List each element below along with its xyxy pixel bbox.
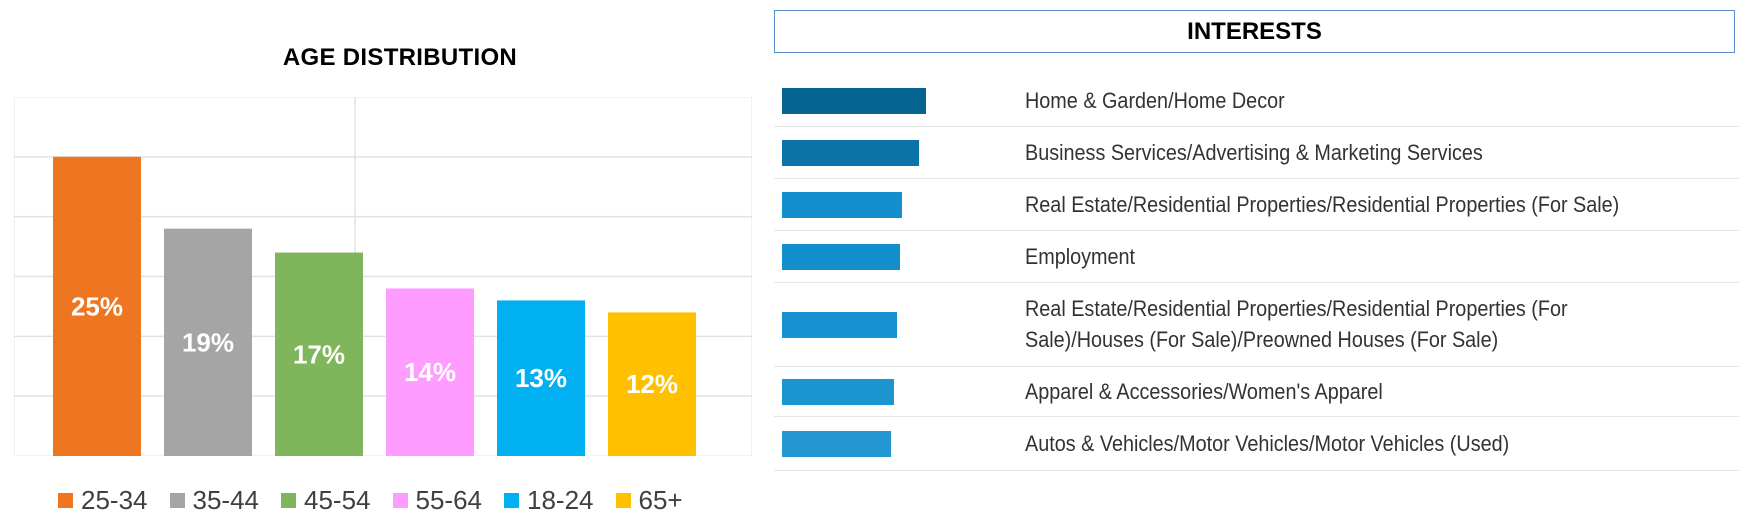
- age-chart-title: AGE DISTRIBUTION: [282, 44, 518, 71]
- legend-swatch: [169, 492, 185, 508]
- interest-row: Employment: [774, 230, 1739, 282]
- interest-label: Real Estate/Residential Properties/Resid…: [1025, 296, 1568, 352]
- row-divider: [774, 282, 1739, 283]
- interest-bar: [782, 244, 901, 270]
- interest-label: Autos & Vehicles/Motor Vehicles/Motor Ve…: [1025, 430, 1510, 456]
- bar-55-64: [386, 288, 474, 456]
- age-legend: 25-34 35-44 45-54 55-64 18-24 65+: [58, 483, 705, 517]
- interest-row: Home & Garden/Home Decor: [774, 74, 1739, 126]
- legend-label: 45-54: [304, 485, 371, 515]
- interest-bar: [782, 312, 898, 338]
- row-divider: [774, 416, 1739, 417]
- interest-label: Real Estate/Residential Properties/Resid…: [1025, 191, 1620, 217]
- bar-25-34: [53, 156, 141, 456]
- legend-swatch: [615, 492, 631, 508]
- interest-bar: [782, 379, 895, 405]
- legend-item: 55-64: [392, 485, 483, 515]
- row-divider: [774, 126, 1739, 127]
- row-divider: [774, 178, 1739, 179]
- row-divider: [774, 230, 1739, 231]
- data-label: 12%: [626, 369, 678, 399]
- bar-35-44: [164, 228, 252, 456]
- legend-label: 35-44: [192, 485, 260, 515]
- interest-bar: [782, 88, 926, 114]
- interest-row: Autos & Vehicles/Motor Vehicles/Motor Ve…: [774, 416, 1739, 470]
- data-label: 13%: [515, 363, 567, 393]
- row-divider: [774, 366, 1739, 367]
- age-bar-chart: 25% 19% 17% 14% 13% 12%: [14, 97, 752, 456]
- legend-item: 65+: [615, 485, 683, 515]
- interest-bar: [782, 140, 919, 166]
- legend-label: 55-64: [415, 485, 483, 515]
- interests-title: INTERESTS: [1187, 17, 1322, 45]
- bar-45-54: [275, 252, 363, 456]
- legend-swatch: [504, 492, 519, 508]
- legend-label: 65+: [638, 485, 683, 515]
- legend-item: 18-24: [504, 487, 594, 513]
- legend-label: 25-34: [81, 485, 148, 515]
- interests-header: INTERESTS: [774, 10, 1735, 53]
- interest-label: Business Services/Advertising & Marketin…: [1025, 139, 1483, 165]
- legend-item: 35-44: [169, 485, 260, 515]
- age-distribution-panel: AGE DISTRIBUTION 25% 19% 17% 14% 13% 12% 25-3…: [0, 0, 760, 521]
- interest-label: Employment: [1025, 243, 1136, 269]
- data-label: 14%: [404, 357, 456, 387]
- data-label: 25%: [71, 291, 123, 321]
- legend-swatch: [281, 492, 296, 508]
- interest-label: Apparel & Accessories/Women's Apparel: [1025, 378, 1383, 404]
- data-label: 19%: [182, 327, 234, 357]
- interest-row: Real Estate/Residential Properties/Resid…: [774, 282, 1739, 366]
- interest-row: Business Services/Advertising & Marketin…: [774, 126, 1739, 178]
- interest-bar: [782, 431, 892, 457]
- data-label: 17%: [293, 339, 345, 369]
- legend-label: 18-24: [527, 485, 594, 515]
- interests-panel: INTERESTS Home & Garden/Home Decor Busine…: [774, 0, 1739, 521]
- bar-18-24: [497, 300, 585, 456]
- interest-row: Real Estate/Residential Properties/Resid…: [774, 178, 1739, 230]
- row-divider: [774, 470, 1739, 471]
- bar-65+: [608, 312, 696, 456]
- age-plot-area: 25% 19% 17% 14% 13% 12%: [14, 97, 752, 456]
- legend-item: 45-54: [281, 487, 371, 513]
- interest-label: Home & Garden/Home Decor: [1025, 87, 1285, 113]
- legend-swatch: [58, 492, 73, 508]
- legend-item: 25-34: [58, 487, 148, 513]
- interest-row: Apparel & Accessories/Women's Apparel: [774, 366, 1739, 416]
- interest-bar: [782, 192, 902, 218]
- legend-swatch: [392, 492, 408, 508]
